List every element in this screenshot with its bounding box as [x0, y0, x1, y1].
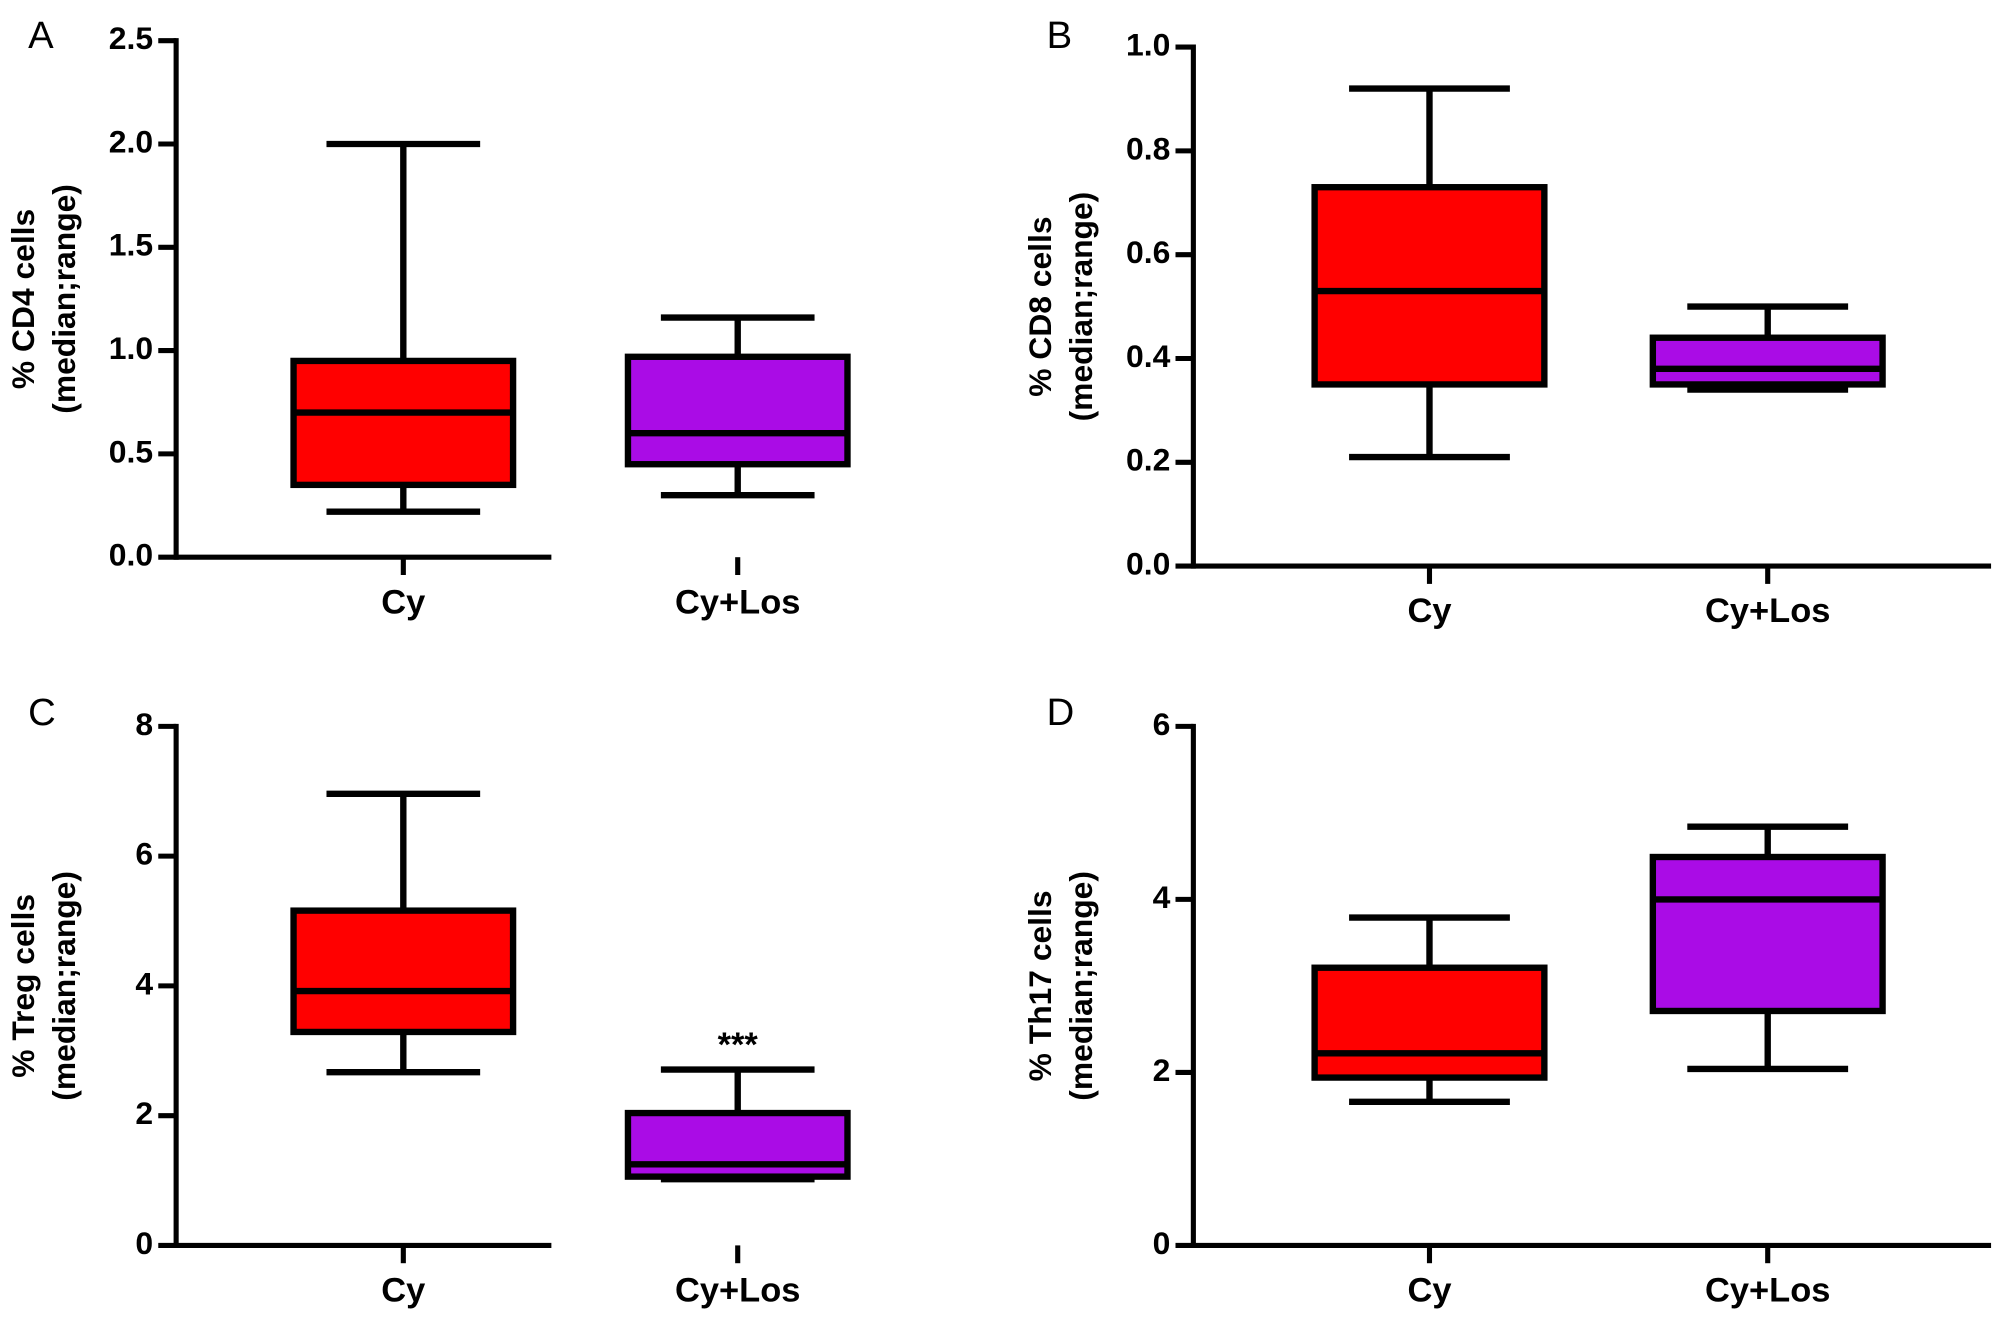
y-axis-label: % CD4 cells: [5, 209, 41, 389]
y-tick-label: 0.0: [1126, 546, 1170, 582]
box-plot: [1649, 823, 1886, 1073]
box-plot: [290, 790, 517, 1076]
box-plot: [290, 140, 517, 515]
box: [1649, 853, 1886, 1015]
y-axis-label: % CD8 cells: [1022, 216, 1058, 396]
x-tick-label: Cy: [1407, 592, 1451, 630]
panel-label: D: [1047, 691, 1075, 734]
box: [624, 353, 851, 468]
y-axis-label: (median;range): [46, 871, 82, 1101]
x-tick-label: Cy+Los: [675, 583, 800, 621]
box-plot: [1311, 85, 1548, 461]
box: [1311, 184, 1548, 388]
x-tick-label: Cy: [1407, 1272, 1451, 1310]
y-tick-label: 0.0: [109, 537, 153, 573]
y-tick-label: 2: [135, 1095, 153, 1131]
y-axis-label: (median;range): [46, 184, 82, 414]
box-plot: [1649, 303, 1886, 393]
y-tick-label: 8: [135, 706, 153, 742]
significance-label: ***: [718, 1026, 759, 1064]
panel-label: C: [28, 691, 56, 734]
box: [1311, 964, 1548, 1081]
y-tick-label: 0.4: [1126, 338, 1171, 374]
box-plot: [1311, 914, 1548, 1105]
box: [290, 357, 517, 489]
y-tick-label: 0: [1153, 1225, 1171, 1261]
y-tick-label: 0.5: [109, 433, 153, 469]
panel-label: A: [28, 14, 54, 57]
y-axis-label: % Th17 cells: [1022, 890, 1058, 1081]
x-tick-label: Cy+Los: [1705, 1272, 1830, 1310]
y-axis-label: (median;range): [1063, 871, 1099, 1101]
box: [290, 907, 517, 1036]
y-axis-label: (median;range): [1063, 192, 1099, 422]
y-tick-label: 0.2: [1126, 442, 1170, 478]
y-tick-label: 4: [135, 965, 153, 1001]
y-tick-label: 0.6: [1126, 234, 1170, 270]
x-tick-label: Cy+Los: [1705, 592, 1830, 630]
y-tick-label: 2.5: [109, 20, 153, 56]
y-tick-label: 2.0: [109, 123, 153, 159]
box-plot: [624, 314, 851, 499]
y-tick-label: 0.8: [1126, 130, 1170, 166]
y-tick-label: 6: [135, 836, 153, 872]
y-tick-label: 4: [1153, 879, 1171, 915]
y-tick-label: 1.0: [109, 330, 153, 366]
box-plot: ***: [624, 1026, 851, 1183]
panel-label: B: [1047, 14, 1073, 57]
y-tick-label: 6: [1153, 706, 1171, 742]
y-axis-label: % Treg cells: [5, 894, 41, 1078]
x-tick-label: Cy: [381, 1272, 425, 1310]
box: [1649, 334, 1886, 388]
x-tick-label: Cy+Los: [675, 1272, 800, 1310]
y-tick-label: 1.5: [109, 227, 153, 263]
y-tick-label: 2: [1153, 1052, 1171, 1088]
x-tick-label: Cy: [381, 583, 425, 621]
y-tick-label: 1.0: [1126, 27, 1170, 63]
y-tick-label: 0: [135, 1225, 153, 1261]
